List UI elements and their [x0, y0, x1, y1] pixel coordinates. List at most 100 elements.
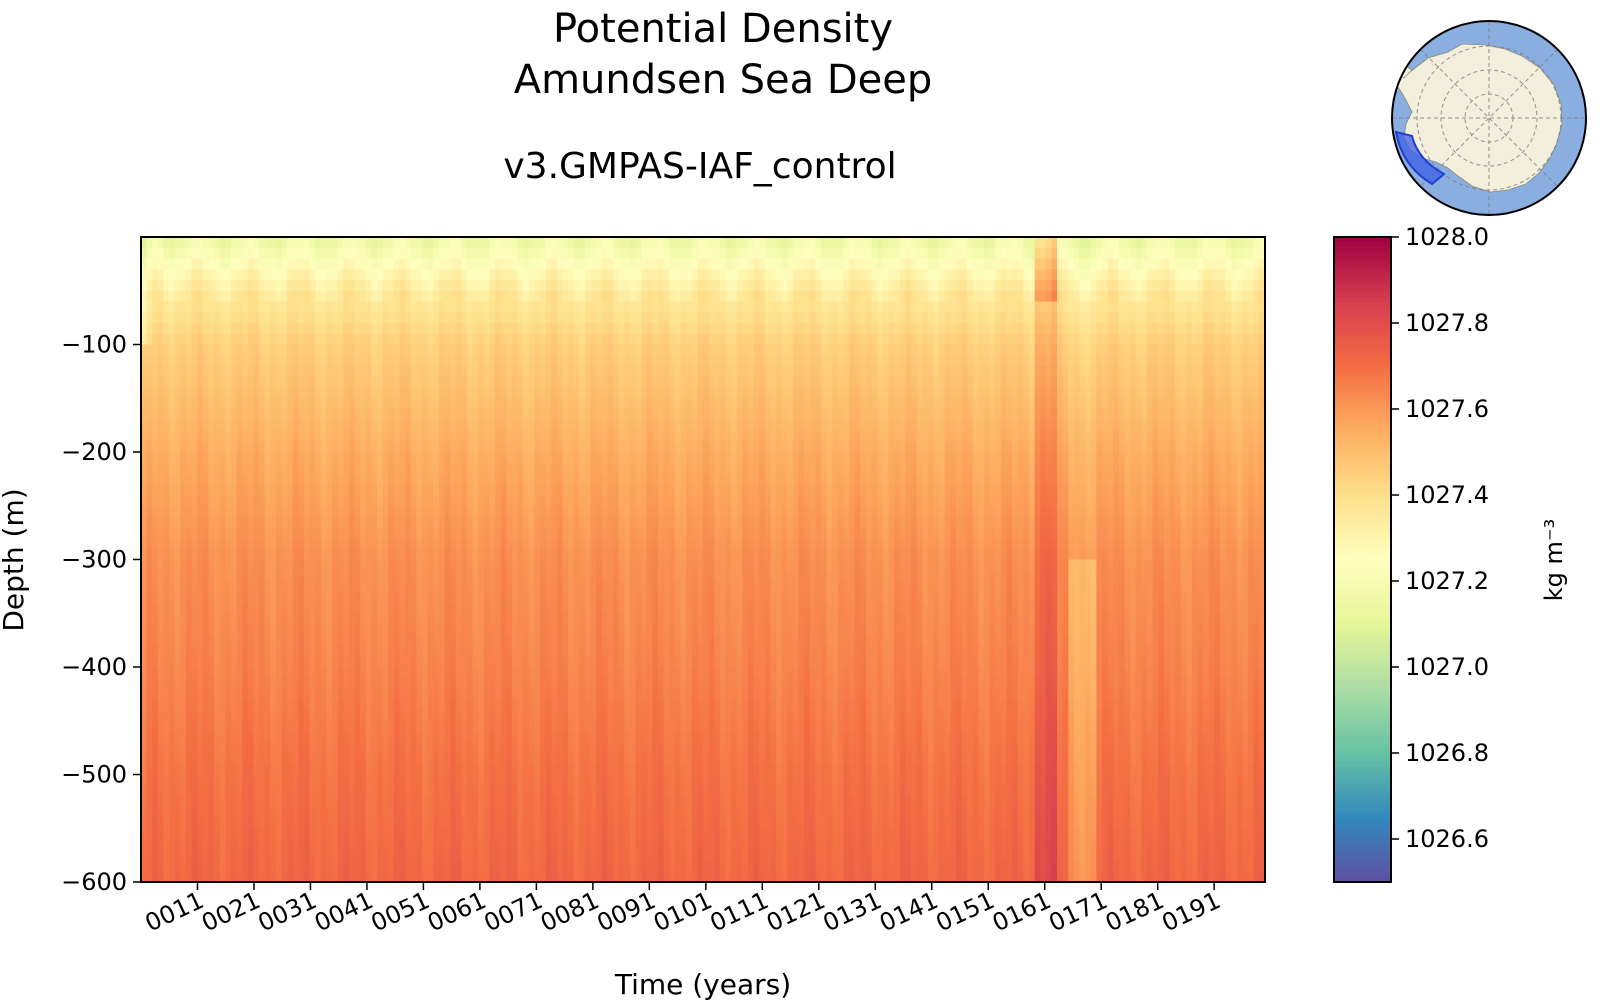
heatmap-cell [191, 785, 198, 797]
heatmap-cell [191, 581, 198, 593]
heatmap-cell [461, 290, 468, 303]
heatmap-cell [315, 516, 322, 528]
heatmap-cell [236, 505, 243, 518]
heatmap-cell [455, 796, 462, 808]
heatmap-cell [208, 667, 215, 679]
heatmap-cell [382, 290, 389, 303]
heatmap-cell [354, 559, 361, 571]
heatmap-cell [540, 796, 547, 808]
heatmap-cell [489, 667, 496, 679]
heatmap-cell [371, 280, 378, 292]
heatmap-cell [169, 280, 176, 292]
heatmap-cell [444, 290, 451, 303]
heatmap-cell [214, 796, 221, 808]
heatmap-cell [416, 785, 423, 797]
heatmap-cell [478, 538, 485, 550]
heatmap-cell [146, 559, 153, 571]
heatmap-cell [584, 871, 592, 883]
heatmap-cell [517, 484, 524, 496]
heatmap-cell [478, 247, 485, 260]
heatmap-cell [292, 677, 299, 690]
heatmap-cell [472, 645, 479, 657]
heatmap-cell [242, 849, 249, 862]
heatmap-cell [393, 484, 401, 496]
heatmap-cell [433, 301, 440, 313]
heatmap-cell [185, 548, 193, 561]
heatmap-cell [152, 806, 159, 819]
heatmap-cell [472, 355, 479, 367]
heatmap-cell [360, 817, 367, 829]
heatmap-cell [545, 591, 552, 604]
heatmap-cell [573, 398, 580, 410]
heatmap-cell [500, 323, 507, 335]
heatmap-cell [146, 645, 153, 657]
heatmap-cell [332, 409, 339, 421]
heatmap-cell [601, 516, 609, 528]
heatmap-cell [141, 774, 148, 786]
heatmap-cell [534, 849, 541, 862]
heatmap-cell [382, 796, 389, 808]
heatmap-cell [528, 860, 535, 872]
heatmap-cell [489, 817, 496, 829]
heatmap-cell [315, 323, 322, 335]
heatmap-cell [292, 860, 299, 872]
heatmap-cell [590, 527, 597, 539]
heatmap-cell [416, 495, 423, 507]
heatmap-cell [422, 559, 429, 571]
heatmap-cell [219, 742, 226, 754]
heatmap-cell [573, 806, 580, 819]
heatmap-cell [483, 280, 491, 292]
heatmap-cell [590, 796, 597, 808]
heatmap-cell [461, 548, 468, 561]
heatmap-cell [399, 484, 406, 496]
heatmap-cell [506, 452, 513, 464]
heatmap-cell [388, 667, 395, 679]
heatmap-cell [422, 290, 429, 303]
heatmap-cell [337, 387, 344, 399]
heatmap-cell [461, 710, 468, 722]
heatmap-cell [562, 860, 569, 872]
heatmap-cell [157, 323, 165, 335]
heatmap-cell [174, 269, 181, 281]
heatmap-cell [534, 710, 541, 722]
heatmap-cell [275, 538, 283, 550]
heatmap-cell [141, 570, 148, 582]
heatmap-cell [455, 602, 462, 614]
heatmap-cell [348, 645, 356, 657]
heatmap-cell [152, 677, 159, 690]
heatmap-cell [511, 419, 519, 432]
heatmap-cell [483, 634, 491, 647]
heatmap-cell [500, 559, 507, 571]
heatmap-cell [332, 720, 339, 733]
heatmap-cell [365, 484, 373, 496]
heatmap-cell [185, 495, 193, 507]
heatmap-cell [500, 452, 507, 464]
heatmap-cell [287, 527, 294, 539]
heatmap-cell [281, 677, 288, 690]
heatmap-cell [478, 548, 485, 561]
heatmap-cell [382, 269, 389, 281]
heatmap-cell [343, 301, 350, 313]
heatmap-cell [337, 774, 344, 786]
heatmap-cell [343, 387, 350, 399]
heatmap-cell [399, 796, 406, 808]
heatmap-cell [354, 290, 361, 303]
heatmap-cell [326, 763, 333, 776]
heatmap-cell [309, 796, 316, 808]
heatmap-cell [562, 849, 569, 862]
heatmap-cell [275, 624, 283, 636]
heatmap-cell [180, 495, 187, 507]
heatmap-cell [236, 398, 243, 410]
heatmap-cell [320, 753, 328, 765]
heatmap-cell [377, 667, 384, 679]
heatmap-cell [377, 828, 384, 840]
heatmap-cell [377, 677, 384, 690]
heatmap-cell [343, 613, 350, 625]
heatmap-cell [225, 344, 232, 356]
heatmap-cell [427, 849, 434, 862]
heatmap-cell [461, 419, 468, 432]
heatmap-cell [523, 366, 530, 378]
heatmap-cell [208, 441, 215, 453]
heatmap-cell [146, 269, 153, 281]
heatmap-cell [191, 720, 198, 733]
